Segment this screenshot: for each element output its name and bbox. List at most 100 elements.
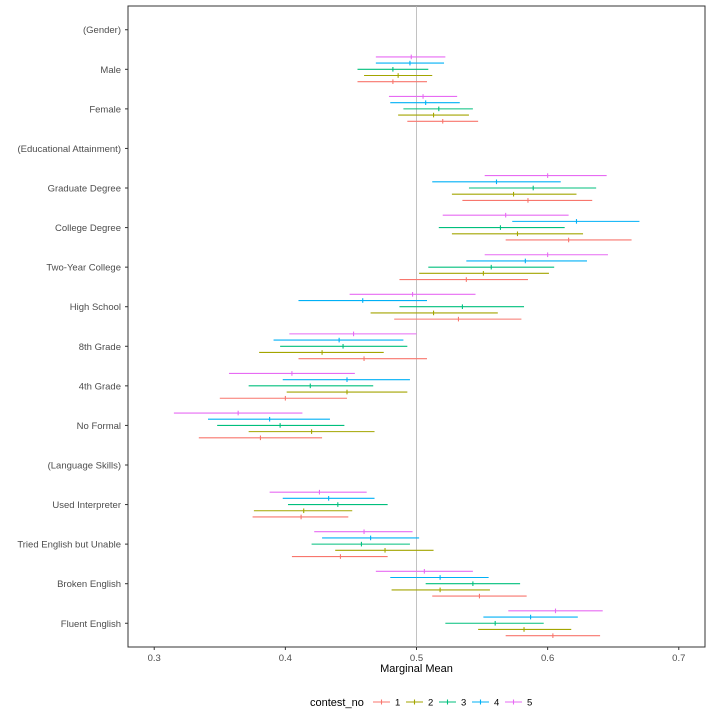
y-label: Female — [89, 104, 121, 115]
x-tick-label: 0.4 — [279, 653, 292, 664]
errorbar-series-3 — [311, 541, 410, 547]
errorbar-series-1 — [219, 395, 347, 401]
errorbar-series-2 — [364, 73, 433, 78]
y-label: Used Interpreter — [52, 500, 121, 511]
legend-label: 4 — [494, 698, 499, 709]
x-axis: 0.3 0.4 0.5 0.6 0.7 — [148, 647, 685, 664]
errorbar-series-4 — [207, 416, 330, 422]
errorbar-series-2 — [370, 310, 498, 316]
y-label: Two-Year College — [46, 263, 121, 274]
errorbar-series-2 — [391, 587, 490, 593]
errorbar-series-5 — [484, 173, 607, 178]
y-label: College Degree — [55, 223, 121, 234]
errorbar-series-2 — [253, 508, 353, 514]
errorbar-series-1 — [298, 356, 427, 361]
y-label: Broken English — [57, 579, 121, 590]
errorbar-series-3 — [357, 67, 429, 72]
y-label: (Gender) — [83, 25, 121, 36]
errorbar-series-3 — [287, 502, 388, 507]
legend-item-1: 1 — [373, 698, 400, 709]
errorbar-series-3 — [445, 620, 544, 626]
errorbar-series-5 — [173, 410, 303, 416]
legend-label: 1 — [395, 698, 400, 709]
errorbar-series-1 — [505, 237, 632, 243]
errorbar-series-5 — [375, 54, 446, 60]
y-label: Tried English but Unable — [17, 540, 121, 551]
legend: contest_no 1 2 3 4 5 — [310, 697, 532, 709]
errorbar-series-1 — [407, 118, 479, 124]
errorbar-series-3 — [428, 264, 555, 270]
errorbar-series-3 — [217, 423, 345, 428]
errorbar-series-3 — [403, 106, 473, 112]
errorbar-series-5 — [289, 331, 417, 337]
errorbar-series-4 — [512, 219, 640, 224]
y-label: Fluent English — [61, 619, 121, 630]
y-label: Graduate Degree — [48, 184, 121, 195]
errorbar-series-2 — [248, 429, 375, 434]
errorbar-series-4 — [432, 179, 561, 185]
errorbar-series-4 — [273, 337, 404, 343]
errorbar-series-3 — [280, 343, 408, 349]
legend-label: 2 — [428, 698, 433, 709]
errorbar-series-5 — [349, 292, 476, 297]
y-label: 8th Grade — [79, 342, 121, 353]
errorbar-series-3 — [468, 185, 597, 191]
x-tick-label: 0.3 — [148, 653, 161, 664]
errorbar-series-5 — [442, 212, 569, 218]
legend-label: 5 — [527, 698, 532, 709]
errorbar-series-4 — [390, 575, 489, 580]
errorbar-series-5 — [484, 252, 608, 258]
errorbar-series-1 — [432, 593, 527, 599]
errorbar-series-4 — [282, 377, 410, 382]
x-tick-label: 0.6 — [541, 653, 554, 664]
legend-item-4: 4 — [472, 698, 499, 709]
errorbar-series-5 — [269, 489, 367, 495]
x-tick-label: 0.7 — [672, 653, 685, 664]
errorbar-series-1 — [462, 198, 593, 203]
errorbar-series-1 — [394, 316, 522, 322]
legend-item-3: 3 — [439, 698, 466, 709]
errorbar-series-2 — [478, 627, 572, 632]
legend-title: contest_no — [310, 697, 364, 709]
errorbar-series-4 — [298, 298, 427, 303]
errorbar-series-5 — [314, 529, 413, 535]
errorbar-series-2 — [259, 350, 384, 355]
errorbar-series-1 — [291, 554, 388, 559]
errorbar-series-4 — [282, 496, 375, 501]
y-axis-labels: (Gender) Male Female (Educational Attainmen… — [17, 25, 128, 630]
errorbar-series-3 — [248, 383, 374, 389]
legend-item-5: 5 — [505, 698, 532, 709]
errorbar-series-4 — [390, 100, 460, 105]
errorbar-series-4 — [375, 60, 445, 66]
errorbar-series-4 — [466, 258, 587, 264]
errorbar-series-3 — [399, 304, 525, 310]
errorbar-series-1 — [252, 514, 349, 520]
errorbar-series-3 — [425, 581, 521, 586]
errorbar-series-4 — [322, 535, 420, 541]
errorbar-series-2 — [286, 389, 408, 395]
errorbar-series-2 — [398, 112, 469, 118]
y-label: 4th Grade — [79, 381, 121, 392]
errorbar-series-1 — [357, 79, 427, 85]
y-label: Male — [100, 65, 121, 76]
errorbar-series-5 — [388, 94, 458, 99]
errorbar-series-2 — [419, 271, 549, 276]
y-label: High School — [70, 302, 121, 313]
error-bars — [173, 54, 640, 638]
errorbar-series-2 — [335, 548, 434, 553]
errorbar-series-5 — [228, 371, 355, 376]
y-label: (Educational Attainment) — [17, 144, 121, 155]
errorbar-series-2 — [451, 231, 584, 237]
errorbar-series-3 — [438, 225, 565, 230]
errorbar-series-1 — [505, 633, 601, 638]
errorbar-series-2 — [451, 191, 577, 197]
errorbar-series-5 — [375, 568, 473, 574]
legend-label: 3 — [461, 698, 466, 709]
errorbar-series-5 — [508, 608, 603, 614]
y-label: (Language Skills) — [48, 460, 121, 471]
x-tick-label: 0.5 — [410, 653, 423, 664]
legend-item-2: 2 — [406, 698, 433, 709]
errorbar-series-1 — [198, 435, 323, 441]
y-label: No Formal — [77, 421, 121, 432]
